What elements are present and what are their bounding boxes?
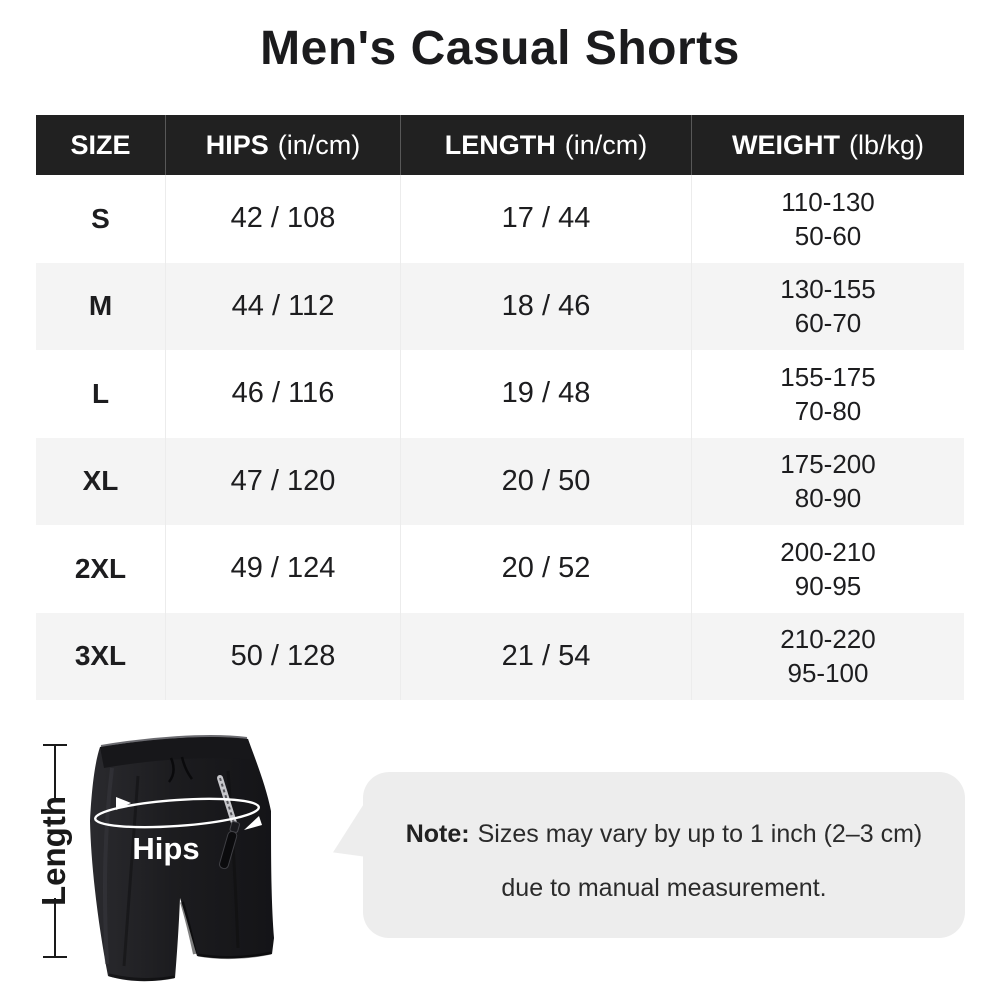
header-label: LENGTH: [444, 129, 556, 160]
weight-kg: 60-70: [794, 308, 862, 339]
hips-circumference-ellipse: [93, 797, 262, 830]
cell-hips: 42 / 108: [165, 175, 400, 263]
cell-weight: 130-155 60-70: [691, 262, 964, 350]
weight-lb: 155-175: [780, 361, 876, 392]
weight-kg: 90-95: [794, 570, 862, 601]
table-header-row: SIZE HIPS (in/cm) LENGTH (in/cm) WEIGHT …: [36, 115, 964, 175]
cell-hips: 47 / 120: [165, 437, 400, 525]
hips-arrow-left-icon: [116, 797, 131, 810]
shorts-waistband: [100, 736, 252, 768]
shorts-illustration: Hips: [90, 735, 274, 982]
table-row: S 42 / 108 17 / 44 110-130 50-60: [36, 175, 964, 263]
hem-lines: [108, 951, 272, 981]
length-measurement-line: [43, 744, 67, 958]
cell-size: 3XL: [74, 640, 127, 672]
header-cell-size: SIZE: [36, 115, 165, 175]
weight-kg: 95-100: [787, 658, 869, 689]
table-row: 2XL 49 / 124 20 / 52 200-210 90-95: [36, 525, 964, 613]
cell-size: M: [88, 290, 113, 322]
cell-length: 19 / 48: [400, 350, 691, 438]
cell-weight: 210-220 95-100: [691, 612, 964, 700]
weight-lb: 210-220: [780, 624, 876, 655]
cell-hips: 46 / 116: [165, 350, 400, 438]
table-row: M 44 / 112 18 / 46 130-155 60-70: [36, 262, 964, 350]
note-text-line2: due to manual measurement.: [501, 873, 827, 902]
cell-weight: 175-200 80-90: [691, 437, 964, 525]
header-cell-hips: HIPS (in/cm): [165, 115, 400, 175]
weight-lb: 110-130: [781, 186, 875, 217]
header-label: SIZE: [70, 129, 131, 160]
weight-kg: 50-60: [794, 220, 862, 251]
cell-length: 18 / 46: [400, 262, 691, 350]
cell-length: 17 / 44: [400, 175, 691, 263]
cell-length: 20 / 50: [400, 437, 691, 525]
cell-hips: 49 / 124: [165, 525, 400, 613]
cell-weight: 110-130 50-60: [691, 175, 964, 263]
header-cell-length: LENGTH (in/cm): [400, 115, 691, 175]
length-label: Length: [35, 796, 72, 906]
measure-line-strokes: [43, 744, 67, 958]
cell-size: L: [91, 377, 110, 409]
cell-weight: 155-175 70-80: [691, 350, 964, 438]
page-title: Men's Casual Shorts: [260, 22, 740, 75]
weight-lb: 175-200: [780, 449, 876, 480]
table-body: S 42 / 108 17 / 44 110-130 50-60 M 44 / …: [36, 175, 964, 700]
note-bubble: Note: Sizes may vary by up to 1 inch (2–3…: [363, 772, 965, 938]
weight-kg: 80-90: [794, 483, 862, 514]
table-row: 3XL 50 / 128 21 / 54 210-220 95-100: [36, 612, 964, 700]
waistband-sheen: [100, 735, 248, 747]
hips-arrow-right-icon: [244, 816, 262, 830]
table-row: XL 47 / 120 20 / 50 175-200 80-90: [36, 437, 964, 525]
drawstring: [167, 756, 193, 783]
note-text-line1: Note: Sizes may vary by up to 1 inch (2–3…: [405, 819, 923, 848]
cell-hips: 50 / 128: [165, 612, 400, 700]
cell-length: 21 / 54: [400, 612, 691, 700]
note-bubble-tail: [333, 799, 367, 857]
header-unit: (in/cm): [277, 129, 361, 160]
cell-size: 2XL: [74, 552, 127, 584]
weight-lb: 130-155: [780, 274, 876, 305]
header-label: WEIGHT: [731, 129, 840, 160]
weight-kg: 70-80: [794, 395, 862, 426]
note-line1-text: Sizes may vary by up to 1 inch (2–3 cm): [477, 819, 923, 848]
header-cell-weight: WEIGHT (lb/kg): [691, 115, 964, 175]
header-unit: (in/cm): [564, 129, 648, 160]
fabric-creases: [102, 767, 240, 967]
cell-size: XL: [82, 465, 119, 497]
weight-lb: 200-210: [780, 536, 876, 567]
cell-size: S: [91, 202, 110, 234]
size-chart-table: SIZE HIPS (in/cm) LENGTH (in/cm) WEIGHT …: [36, 115, 964, 700]
hips-label: Hips: [132, 831, 199, 866]
cell-length: 20 / 52: [400, 525, 691, 613]
header-label: HIPS: [205, 129, 269, 160]
header-unit: (lb/kg): [848, 129, 924, 160]
table-row: L 46 / 116 19 / 48 155-175 70-80: [36, 350, 964, 438]
note-label: Note:: [405, 819, 470, 848]
cell-weight: 200-210 90-95: [691, 525, 964, 613]
cell-hips: 44 / 112: [165, 262, 400, 350]
